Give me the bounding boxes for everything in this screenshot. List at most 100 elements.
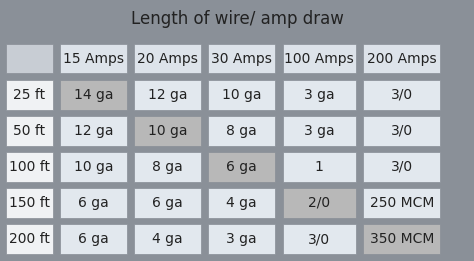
Bar xyxy=(283,116,356,146)
Bar xyxy=(2,113,56,149)
Bar xyxy=(134,224,201,254)
Bar xyxy=(2,185,56,221)
Bar xyxy=(209,152,275,182)
Bar xyxy=(359,113,444,149)
Text: 200 Amps: 200 Amps xyxy=(367,51,437,66)
Text: 250 MCM: 250 MCM xyxy=(370,196,434,210)
Bar xyxy=(363,44,440,73)
Text: 3/0: 3/0 xyxy=(391,124,413,138)
Text: 10 ga: 10 ga xyxy=(73,160,113,174)
Bar xyxy=(359,149,444,185)
Bar xyxy=(2,40,56,76)
Bar xyxy=(130,185,205,221)
Bar xyxy=(6,80,53,110)
Text: 3 ga: 3 ga xyxy=(227,232,257,246)
Bar xyxy=(283,44,356,73)
Text: 6 ga: 6 ga xyxy=(152,196,183,210)
Bar xyxy=(205,113,279,149)
Bar xyxy=(363,224,440,254)
Bar xyxy=(6,152,53,182)
Text: 14 ga: 14 ga xyxy=(73,88,113,102)
Text: 4 ga: 4 ga xyxy=(152,232,183,246)
Bar xyxy=(283,80,356,110)
Bar xyxy=(209,116,275,146)
Bar xyxy=(56,40,130,76)
Text: 6 ga: 6 ga xyxy=(78,232,109,246)
Text: 100 Amps: 100 Amps xyxy=(284,51,354,66)
Bar xyxy=(205,221,279,257)
Bar xyxy=(359,221,444,257)
Text: 1: 1 xyxy=(315,160,324,174)
Bar xyxy=(56,76,130,113)
Text: 150 ft: 150 ft xyxy=(9,196,50,210)
Text: 25 ft: 25 ft xyxy=(13,88,46,102)
Text: 15 Amps: 15 Amps xyxy=(63,51,124,66)
Bar xyxy=(279,76,359,113)
Bar xyxy=(363,188,440,218)
Bar xyxy=(2,149,56,185)
Text: 12 ga: 12 ga xyxy=(73,124,113,138)
Bar xyxy=(130,113,205,149)
Bar xyxy=(60,80,127,110)
Bar xyxy=(60,116,127,146)
Bar xyxy=(134,116,201,146)
Bar xyxy=(205,40,279,76)
Text: 8 ga: 8 ga xyxy=(226,124,257,138)
Bar xyxy=(279,185,359,221)
Bar xyxy=(6,116,53,146)
Bar xyxy=(2,221,56,257)
Bar xyxy=(130,76,205,113)
Bar xyxy=(60,44,127,73)
Bar xyxy=(6,44,53,73)
Bar xyxy=(6,188,53,218)
Bar xyxy=(363,152,440,182)
Text: 12 ga: 12 ga xyxy=(148,88,187,102)
Bar xyxy=(283,224,356,254)
Bar xyxy=(359,40,444,76)
Bar xyxy=(279,113,359,149)
Text: 20 Amps: 20 Amps xyxy=(137,51,198,66)
Text: 8 ga: 8 ga xyxy=(152,160,183,174)
Bar xyxy=(209,224,275,254)
Text: 200 ft: 200 ft xyxy=(9,232,50,246)
Bar xyxy=(2,76,56,113)
Text: 10 ga: 10 ga xyxy=(148,124,187,138)
Text: 3 ga: 3 ga xyxy=(304,88,335,102)
Bar xyxy=(134,44,201,73)
Bar xyxy=(363,116,440,146)
Bar xyxy=(205,185,279,221)
Bar xyxy=(205,76,279,113)
Bar xyxy=(134,152,201,182)
Text: 2/0: 2/0 xyxy=(308,196,330,210)
Text: 3/0: 3/0 xyxy=(391,88,413,102)
Bar xyxy=(130,221,205,257)
Bar xyxy=(60,188,127,218)
Bar xyxy=(56,221,130,257)
Bar xyxy=(363,80,440,110)
Bar xyxy=(359,76,444,113)
Text: 6 ga: 6 ga xyxy=(78,196,109,210)
Bar xyxy=(56,113,130,149)
Bar xyxy=(56,149,130,185)
Text: 50 ft: 50 ft xyxy=(13,124,46,138)
Text: 3/0: 3/0 xyxy=(391,160,413,174)
Bar xyxy=(359,185,444,221)
Bar xyxy=(279,221,359,257)
Bar xyxy=(209,80,275,110)
Bar xyxy=(60,224,127,254)
Text: 350 MCM: 350 MCM xyxy=(370,232,434,246)
Bar xyxy=(209,44,275,73)
Bar xyxy=(6,224,53,254)
Text: 30 Amps: 30 Amps xyxy=(211,51,272,66)
Bar xyxy=(283,152,356,182)
Bar xyxy=(283,188,356,218)
Bar xyxy=(56,185,130,221)
Bar xyxy=(134,188,201,218)
Bar xyxy=(205,149,279,185)
Text: 6 ga: 6 ga xyxy=(226,160,257,174)
Text: 4 ga: 4 ga xyxy=(227,196,257,210)
Text: 100 ft: 100 ft xyxy=(9,160,50,174)
Bar xyxy=(60,152,127,182)
Text: 3/0: 3/0 xyxy=(308,232,330,246)
Text: Length of wire/ amp draw: Length of wire/ amp draw xyxy=(130,10,344,28)
